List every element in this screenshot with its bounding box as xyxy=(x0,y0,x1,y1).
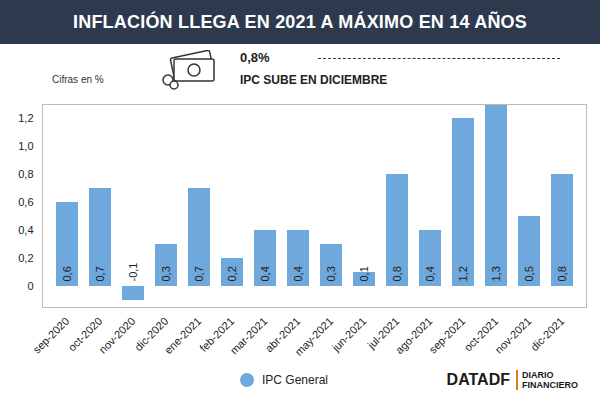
svg-text:0,3: 0,3 xyxy=(160,266,172,281)
html-text:0,8%: 0,8% xyxy=(240,50,270,65)
svg-text:oct-2020: oct-2020 xyxy=(65,314,105,354)
svg-text:0,3: 0,3 xyxy=(325,266,337,281)
svg-text:0,6: 0,6 xyxy=(18,196,33,208)
html-text:IPC SUBE EN DICIEMBRE: IPC SUBE EN DICIEMBRE xyxy=(240,73,388,87)
svg-text:nov-2021: nov-2021 xyxy=(492,315,533,356)
html-text:INFLACIÓN LLEGA EN 2021 A MÁXI: INFLACIÓN LLEGA EN 2021 A MÁXIMO EN 14 A… xyxy=(73,11,527,32)
svg-text:0,7: 0,7 xyxy=(193,266,205,281)
svg-text:may-2021: may-2021 xyxy=(292,315,335,358)
html-text:Cifras en %: Cifras en % xyxy=(52,74,104,85)
html-text:DIARIO FINANCIERO: DIARIO FINANCIERO xyxy=(522,370,578,390)
svg-text:1,0: 1,0 xyxy=(18,140,33,152)
svg-text:1,2: 1,2 xyxy=(18,112,33,124)
svg-text:jul-2021: jul-2021 xyxy=(365,314,402,351)
svg-text:0,1: 0,1 xyxy=(358,266,370,281)
svg-text:sep-2020: sep-2020 xyxy=(30,315,71,356)
svg-text:abr-2021: abr-2021 xyxy=(262,314,303,355)
svg-text:oct-2021: oct-2021 xyxy=(461,314,501,354)
svg-text:mar-2021: mar-2021 xyxy=(228,315,270,357)
svg-text:1,3: 1,3 xyxy=(490,266,502,281)
svg-text:1,2: 1,2 xyxy=(457,266,469,281)
svg-text:sep-2021: sep-2021 xyxy=(426,315,467,356)
svg-text:0,8: 0,8 xyxy=(556,266,568,281)
svg-text:0,4: 0,4 xyxy=(259,266,271,281)
svg-text:0,7: 0,7 xyxy=(94,266,106,281)
html-text:DATADF: DATADF xyxy=(446,371,510,388)
svg-text:ago-2021: ago-2021 xyxy=(393,314,435,357)
svg-text:0,4: 0,4 xyxy=(292,266,304,281)
svg-text:0,8: 0,8 xyxy=(18,168,33,180)
svg-text:0,2: 0,2 xyxy=(18,252,33,264)
svg-text:dic-2020: dic-2020 xyxy=(132,314,171,354)
svg-text:0,5: 0,5 xyxy=(523,266,535,281)
svg-text:dic-2021: dic-2021 xyxy=(528,315,566,353)
html-text:IPC General: IPC General xyxy=(262,373,328,387)
svg-text:ene-2021: ene-2021 xyxy=(162,315,203,356)
svg-text:0,6: 0,6 xyxy=(61,266,73,281)
svg-text:-0,1: -0,1 xyxy=(127,263,139,282)
svg-text:feb-2021: feb-2021 xyxy=(197,314,237,354)
svg-text:jun-2021: jun-2021 xyxy=(329,315,368,354)
svg-text:0,4: 0,4 xyxy=(424,266,436,281)
svg-text:nov-2020: nov-2020 xyxy=(96,315,137,356)
svg-text:0,8: 0,8 xyxy=(391,266,403,281)
svg-text:0,4: 0,4 xyxy=(18,224,33,236)
svg-text:0: 0 xyxy=(27,280,33,292)
svg-text:0,2: 0,2 xyxy=(226,266,238,281)
